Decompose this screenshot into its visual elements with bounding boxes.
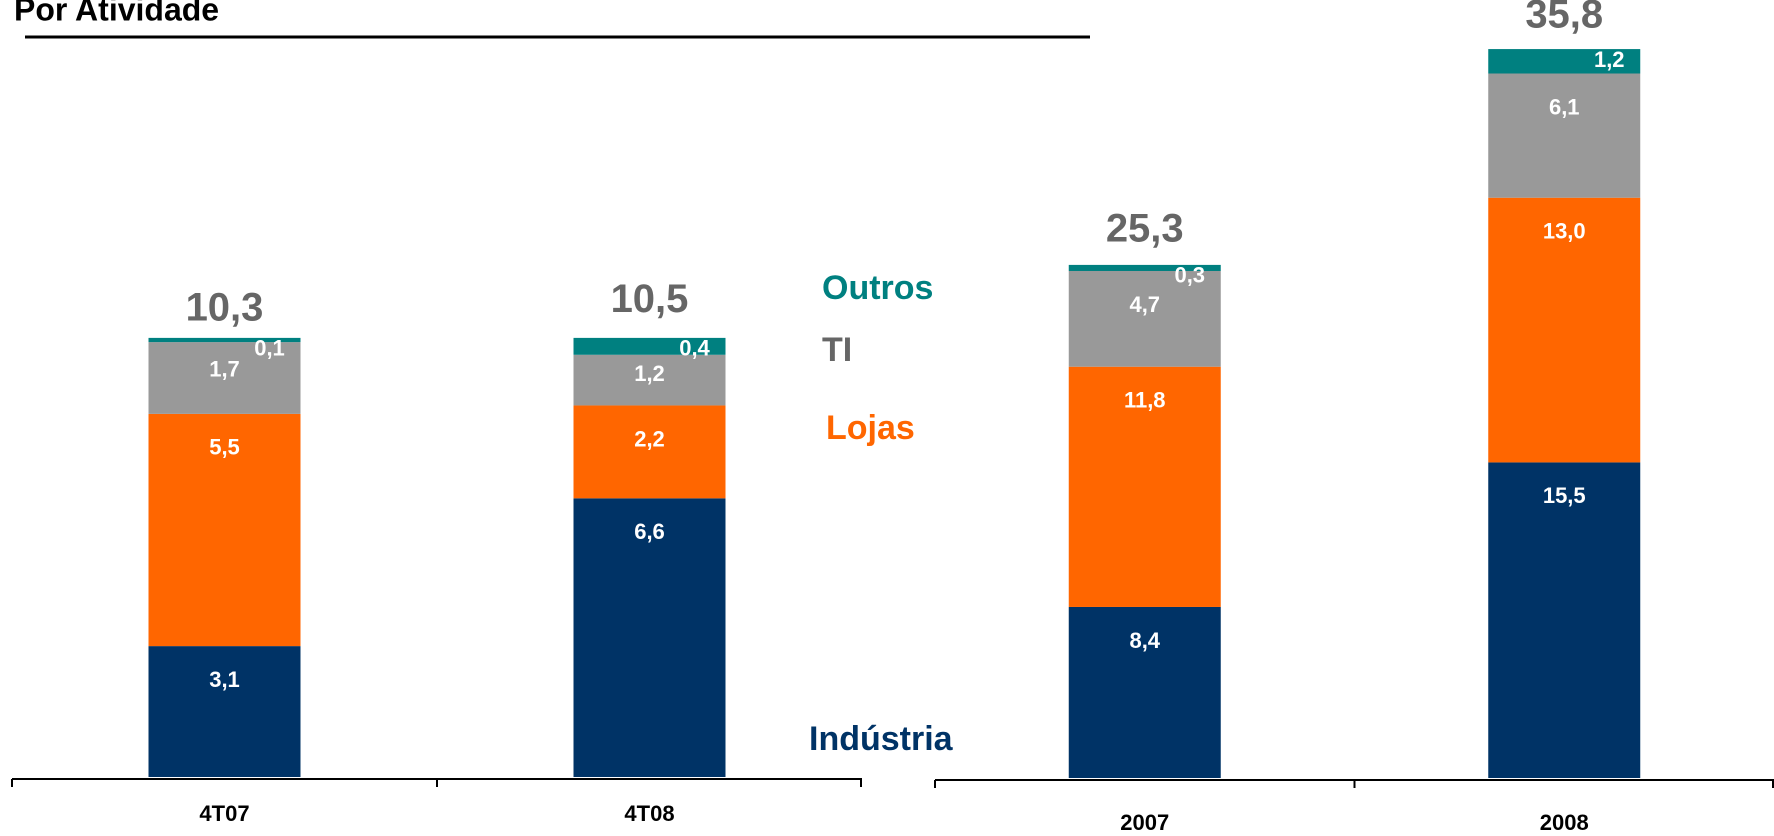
value-label: 13,0 (1543, 219, 1586, 244)
value-label: 0,1 (254, 336, 285, 361)
value-label: 4,7 (1129, 292, 1160, 317)
legend-label: Indústria (809, 720, 954, 758)
total-label: 25,3 (1106, 206, 1184, 250)
x-tick-label: 4T07 (199, 801, 249, 826)
bar-segment (573, 498, 726, 777)
value-label: 11,8 (1124, 388, 1166, 413)
x-tick-label: 2008 (1540, 810, 1589, 835)
bar-segment (148, 337, 301, 343)
bar-segment (1068, 271, 1221, 367)
bar-segment (148, 646, 301, 777)
value-label: 5,5 (209, 435, 240, 460)
value-label: 3,1 (209, 667, 240, 692)
bar-segment (573, 354, 726, 406)
value-label: 6,6 (634, 519, 665, 544)
legend-label: Lojas (826, 409, 915, 447)
bar-segment (573, 405, 726, 499)
value-label: 15,5 (1543, 483, 1586, 508)
value-label: 1,7 (209, 357, 240, 382)
total-label: 10,5 (611, 277, 689, 321)
total-label: 10,3 (186, 286, 264, 330)
value-label: 6,1 (1549, 94, 1580, 119)
value-label: 1,2 (1594, 47, 1625, 72)
bar-segment (1488, 49, 1641, 74)
bar-segment (148, 413, 301, 647)
legend-label: TI (822, 331, 852, 369)
bar-segment (1488, 73, 1641, 198)
total-label: 35,8 (1525, 0, 1603, 37)
value-label: 1,2 (634, 361, 665, 386)
bar-segment (1488, 462, 1641, 778)
bar-segment (1068, 264, 1221, 272)
bar-segment (148, 342, 301, 414)
value-label: 2,2 (634, 426, 665, 451)
bar-segment (1068, 606, 1221, 778)
legend-label: Outros (822, 269, 933, 307)
value-label: 0,4 (679, 336, 710, 361)
value-label: 0,3 (1174, 263, 1205, 288)
bar-segment (1068, 366, 1221, 607)
chart-title: Por Atividade (14, 0, 219, 27)
value-label: 8,4 (1129, 628, 1160, 653)
bar-segment (1488, 197, 1641, 463)
bar-segment (573, 337, 726, 355)
x-tick-label: 2007 (1120, 810, 1169, 835)
x-tick-label: 4T08 (624, 801, 674, 826)
